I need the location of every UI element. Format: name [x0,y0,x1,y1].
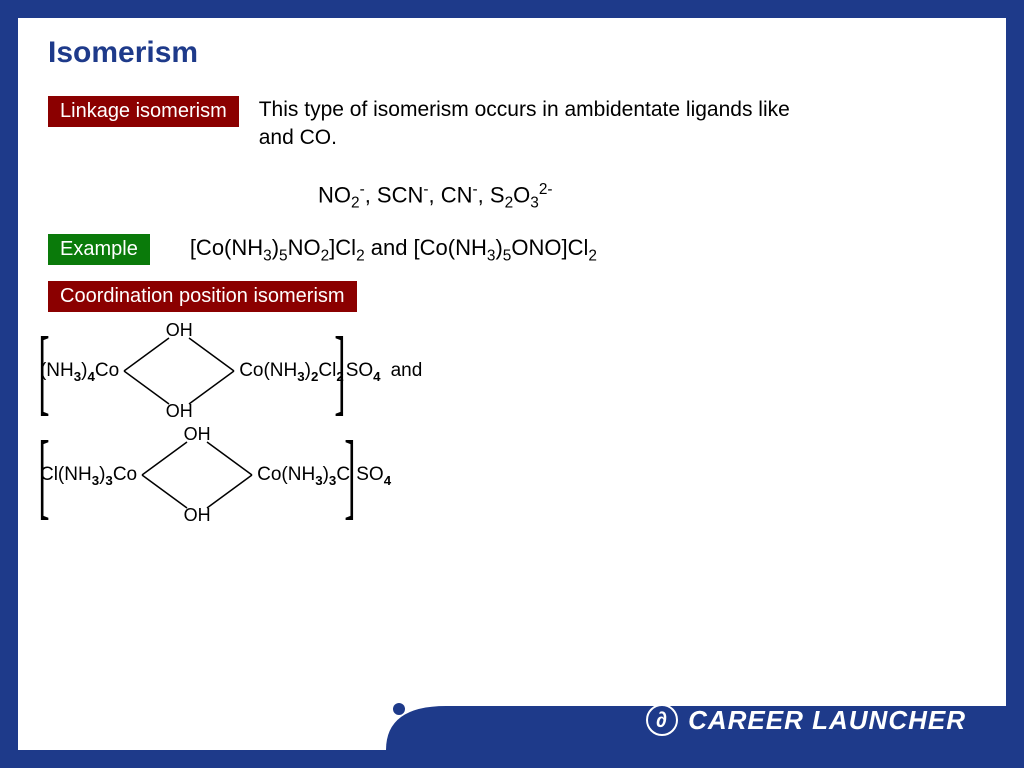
complex-2-right: Co(NH3)3Cl [257,464,354,488]
slide: Isomerism Linkage isomerism This type of… [18,18,1006,750]
page-title: Isomerism [18,18,1006,70]
complex-2: [ Cl(NH3)3Co OH OH Co(NH3)3Cl ] SO4 [48,430,1006,520]
example-label: Example [48,234,150,265]
brand-name: CAREER LAUNCHER [688,705,966,736]
bridge-oh-bottom: OH [166,401,193,422]
complex-1-counterion: SO4 [346,360,381,384]
linkage-row: Linkage isomerism This type of isomerism… [18,96,1006,153]
complex-1-inner: (NH3)4Co OH OH Co(NH3)2Cl2 [40,326,344,416]
complex-1-and: and [391,360,423,382]
complex-2-bridge: OH OH [137,430,257,520]
right-bracket-icon: ] [345,430,356,520]
example-formula: [Co(NH3)5NO2]Cl2 and [Co(NH3)5ONO]Cl2 [190,235,597,265]
brand: ∂ CAREER LAUNCHER [646,704,966,736]
linkage-description: This type of isomerism occurs in ambiden… [259,96,819,153]
bridge-oh-top: OH [166,320,193,341]
example-row: Example [Co(NH3)5NO2]Cl2 and [Co(NH3)5ON… [18,234,1006,265]
complex-1-left: (NH3)4Co [40,360,119,384]
left-bracket-icon: [ [38,326,49,416]
complex-2-inner: Cl(NH3)3Co OH OH Co(NH3)3Cl [40,430,354,520]
coord-label: Coordination position isomerism [48,281,357,312]
bridge-oh-bottom: OH [184,505,211,526]
complex-2-left: Cl(NH3)3Co [40,464,137,488]
ion-list: NO2-, SCN-, CN-, S2O32- [318,181,1006,213]
complex-2-counterion: SO4 [356,464,391,488]
complex-1-bridge: OH OH [119,326,239,416]
linkage-label: Linkage isomerism [48,96,239,127]
complex-1-right: Co(NH3)2Cl2 [239,360,344,384]
right-bracket-icon: ] [334,326,345,416]
coord-row: Coordination position isomerism [18,281,1006,312]
bridge-oh-top: OH [184,424,211,445]
left-bracket-icon: [ [38,430,49,520]
brand-logo-icon: ∂ [646,704,678,736]
complex-1: [ (NH3)4Co OH OH Co(NH3)2Cl2 ] SO4 and [48,326,1006,416]
